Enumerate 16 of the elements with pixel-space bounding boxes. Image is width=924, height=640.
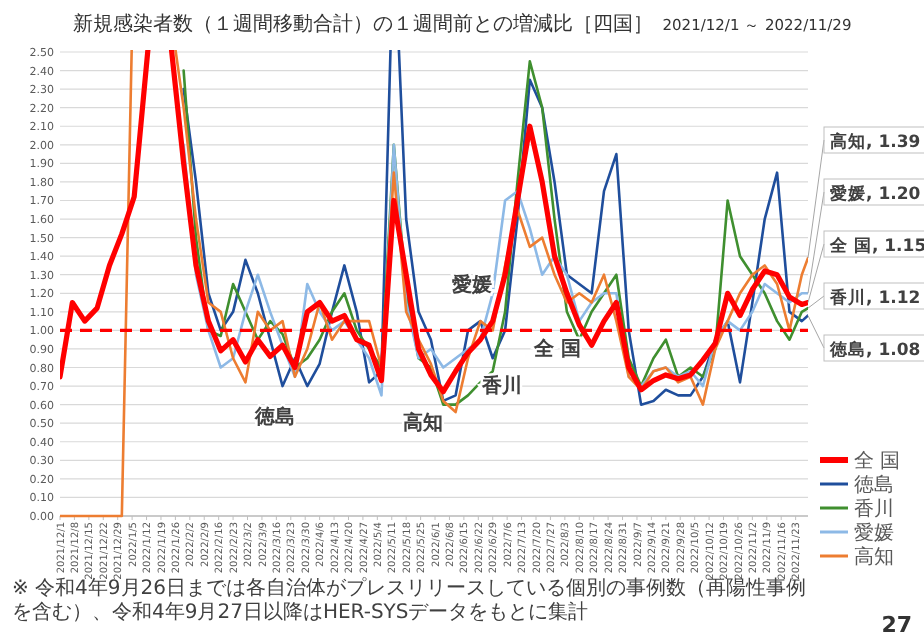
annotation: 高知 xyxy=(403,410,444,435)
text: 27 xyxy=(881,612,912,638)
annotation: 全 国 xyxy=(531,336,581,361)
chart-title: 新規感染者数（１週間移動合計）の１週間前との増減比［四国］ xyxy=(72,12,653,36)
legend-label: 高知 xyxy=(854,545,894,569)
annotation: 徳島, 1.08 xyxy=(828,339,921,361)
legend-label: 愛媛 xyxy=(854,521,894,545)
annotation: 香川, 1.12 xyxy=(828,287,921,309)
annotation: 愛媛, 1.20 xyxy=(830,183,921,205)
annotation: 徳島 xyxy=(253,405,296,430)
legend-label: 徳島 xyxy=(854,473,894,497)
annotation: 香川 xyxy=(480,373,523,398)
legend-label: 全 国 xyxy=(854,449,901,473)
legend-label: 香川 xyxy=(854,497,894,521)
annotation: 高知, 1.39 xyxy=(830,131,921,153)
annotation: 愛媛 xyxy=(452,273,493,298)
